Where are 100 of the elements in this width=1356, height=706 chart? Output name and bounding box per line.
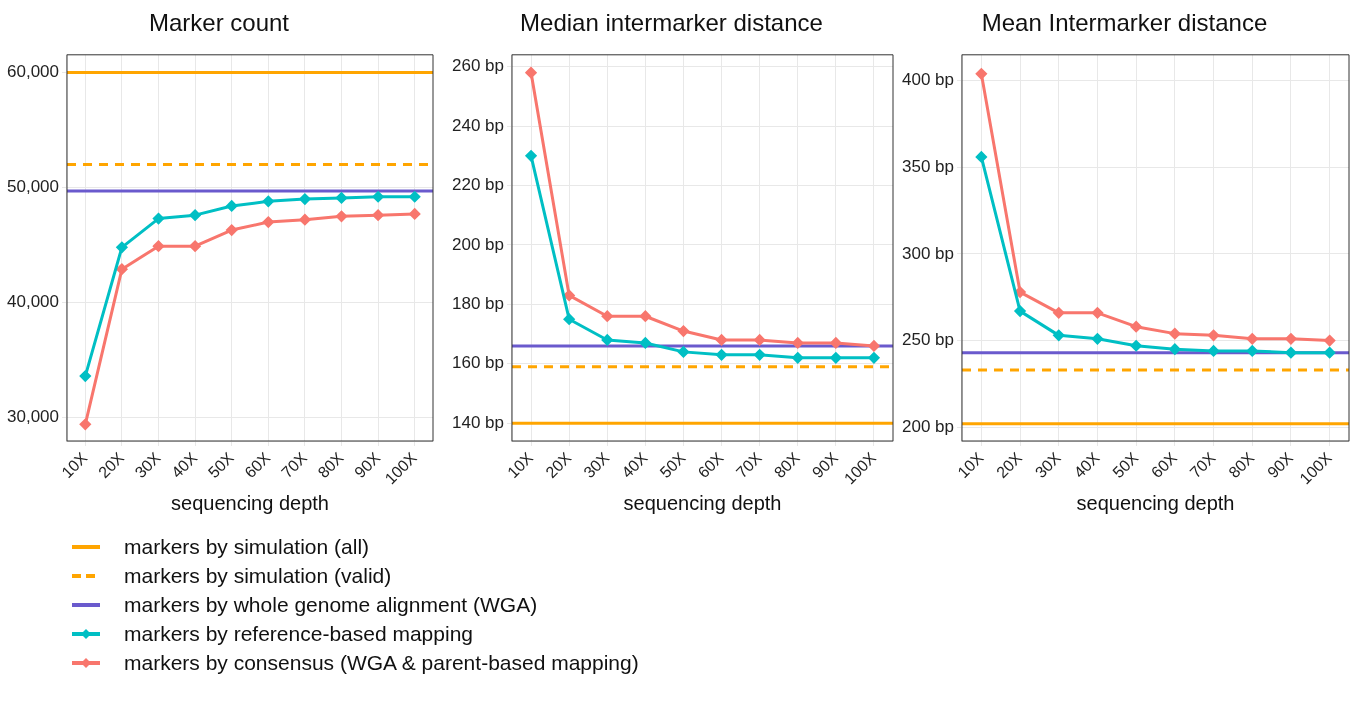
point	[601, 310, 613, 322]
y-tick-label: 250 bp	[902, 330, 954, 350]
point	[116, 263, 128, 275]
x-tick-label: 30X	[580, 448, 613, 482]
point	[601, 334, 613, 346]
y-tick-label: 350 bp	[902, 157, 954, 177]
x-tick-label: 20X	[993, 448, 1026, 482]
point	[830, 337, 842, 349]
point	[1053, 307, 1065, 319]
x-tick-label: 70X	[277, 448, 311, 482]
point	[372, 191, 384, 203]
point	[525, 67, 537, 79]
point	[754, 349, 766, 361]
chart-title: Marker count	[148, 9, 290, 37]
point	[975, 68, 987, 80]
x-tick-label: 90X	[351, 448, 384, 482]
point	[716, 349, 728, 361]
point	[262, 195, 274, 207]
point	[563, 289, 575, 301]
point	[409, 191, 421, 203]
x-tick-label: 70X	[1186, 448, 1220, 482]
x-tick-label: 80X	[314, 448, 347, 482]
point	[639, 310, 651, 322]
point	[336, 192, 347, 204]
x-tick-label: 80X	[1225, 448, 1258, 482]
point	[1053, 329, 1065, 341]
x-tick-label: 40X	[168, 448, 201, 482]
x-tick-label: 30X	[131, 448, 164, 482]
y-tick-label: 200 bp	[902, 416, 954, 436]
point	[525, 150, 537, 162]
point	[226, 200, 238, 212]
point	[1285, 333, 1297, 345]
x-tick-label: 40X	[618, 448, 651, 482]
point	[792, 337, 804, 349]
point	[1014, 305, 1026, 317]
point	[189, 240, 201, 252]
y-tick-label: 300 bp	[902, 243, 954, 263]
point	[299, 193, 311, 205]
y-tick-label: 400 bp	[902, 70, 954, 90]
y-tick-label: 40,000	[7, 292, 59, 312]
x-tick-label: 50X	[204, 448, 238, 482]
y-tick-label: 140 bp	[452, 412, 504, 432]
point	[1324, 335, 1336, 347]
point	[1285, 347, 1297, 359]
point	[189, 209, 201, 221]
y-tick-label: 160 bp	[452, 353, 504, 373]
x-tick-label: 90X	[808, 448, 842, 482]
point	[1130, 340, 1142, 352]
x-tick-label: 20X	[94, 448, 128, 482]
point	[336, 210, 347, 222]
point	[1169, 328, 1181, 340]
point	[409, 208, 421, 220]
chart-title: Median intermarker distance	[520, 9, 823, 37]
chart-title: Mean Intermarker distance	[981, 9, 1268, 37]
y-tick-label: 240 bp	[452, 115, 504, 135]
point	[372, 209, 384, 221]
y-tick-label: 260 bp	[452, 56, 504, 76]
x-tick-label: 50X	[1109, 448, 1142, 482]
point	[677, 346, 689, 358]
x-tick-label: 50X	[656, 448, 689, 482]
point	[79, 418, 91, 430]
x-tick-label: 10X	[504, 448, 537, 482]
point	[1091, 307, 1103, 319]
point	[868, 352, 880, 364]
point	[639, 337, 651, 349]
legend-label: markers by simulation (all)	[124, 534, 370, 559]
x-tick-label: 30X	[1031, 448, 1065, 482]
point	[754, 334, 766, 346]
point	[262, 216, 274, 228]
point	[830, 352, 842, 364]
y-tick-label: 180 bp	[452, 294, 504, 314]
point	[1208, 345, 1220, 357]
legend-label: markers by consensus (WGA & parent-based mapping)	[124, 650, 639, 675]
point	[153, 213, 164, 225]
x-tick-label: 80X	[770, 448, 804, 482]
point	[1324, 347, 1336, 359]
legend-label: markers by reference-based mapping	[124, 621, 474, 646]
point	[677, 325, 689, 337]
y-tick-label: 30,000	[7, 407, 59, 427]
point	[153, 240, 164, 252]
x-tick-label: 60X	[694, 448, 728, 482]
point	[116, 241, 128, 253]
x-tick-label: 90X	[1264, 448, 1297, 482]
x-tick-label: 20X	[542, 448, 575, 482]
y-tick-label: 200 bp	[452, 234, 504, 254]
point	[226, 224, 238, 236]
point	[299, 214, 311, 226]
point	[1246, 345, 1258, 357]
x-tick-label: 40X	[1070, 448, 1103, 482]
x-tick-label: 70X	[732, 448, 766, 482]
x-axis-title: sequencing depth	[1076, 491, 1235, 514]
point	[79, 370, 91, 382]
y-tick-label: 220 bp	[452, 175, 504, 195]
point	[716, 334, 728, 346]
legend-label: markers by whole genome alignment (WGA)	[124, 592, 538, 617]
point	[1246, 333, 1258, 345]
y-tick-label: 60,000	[7, 62, 59, 82]
point	[792, 352, 804, 364]
x-tick-label: 60X	[241, 448, 274, 482]
point	[1169, 343, 1181, 355]
